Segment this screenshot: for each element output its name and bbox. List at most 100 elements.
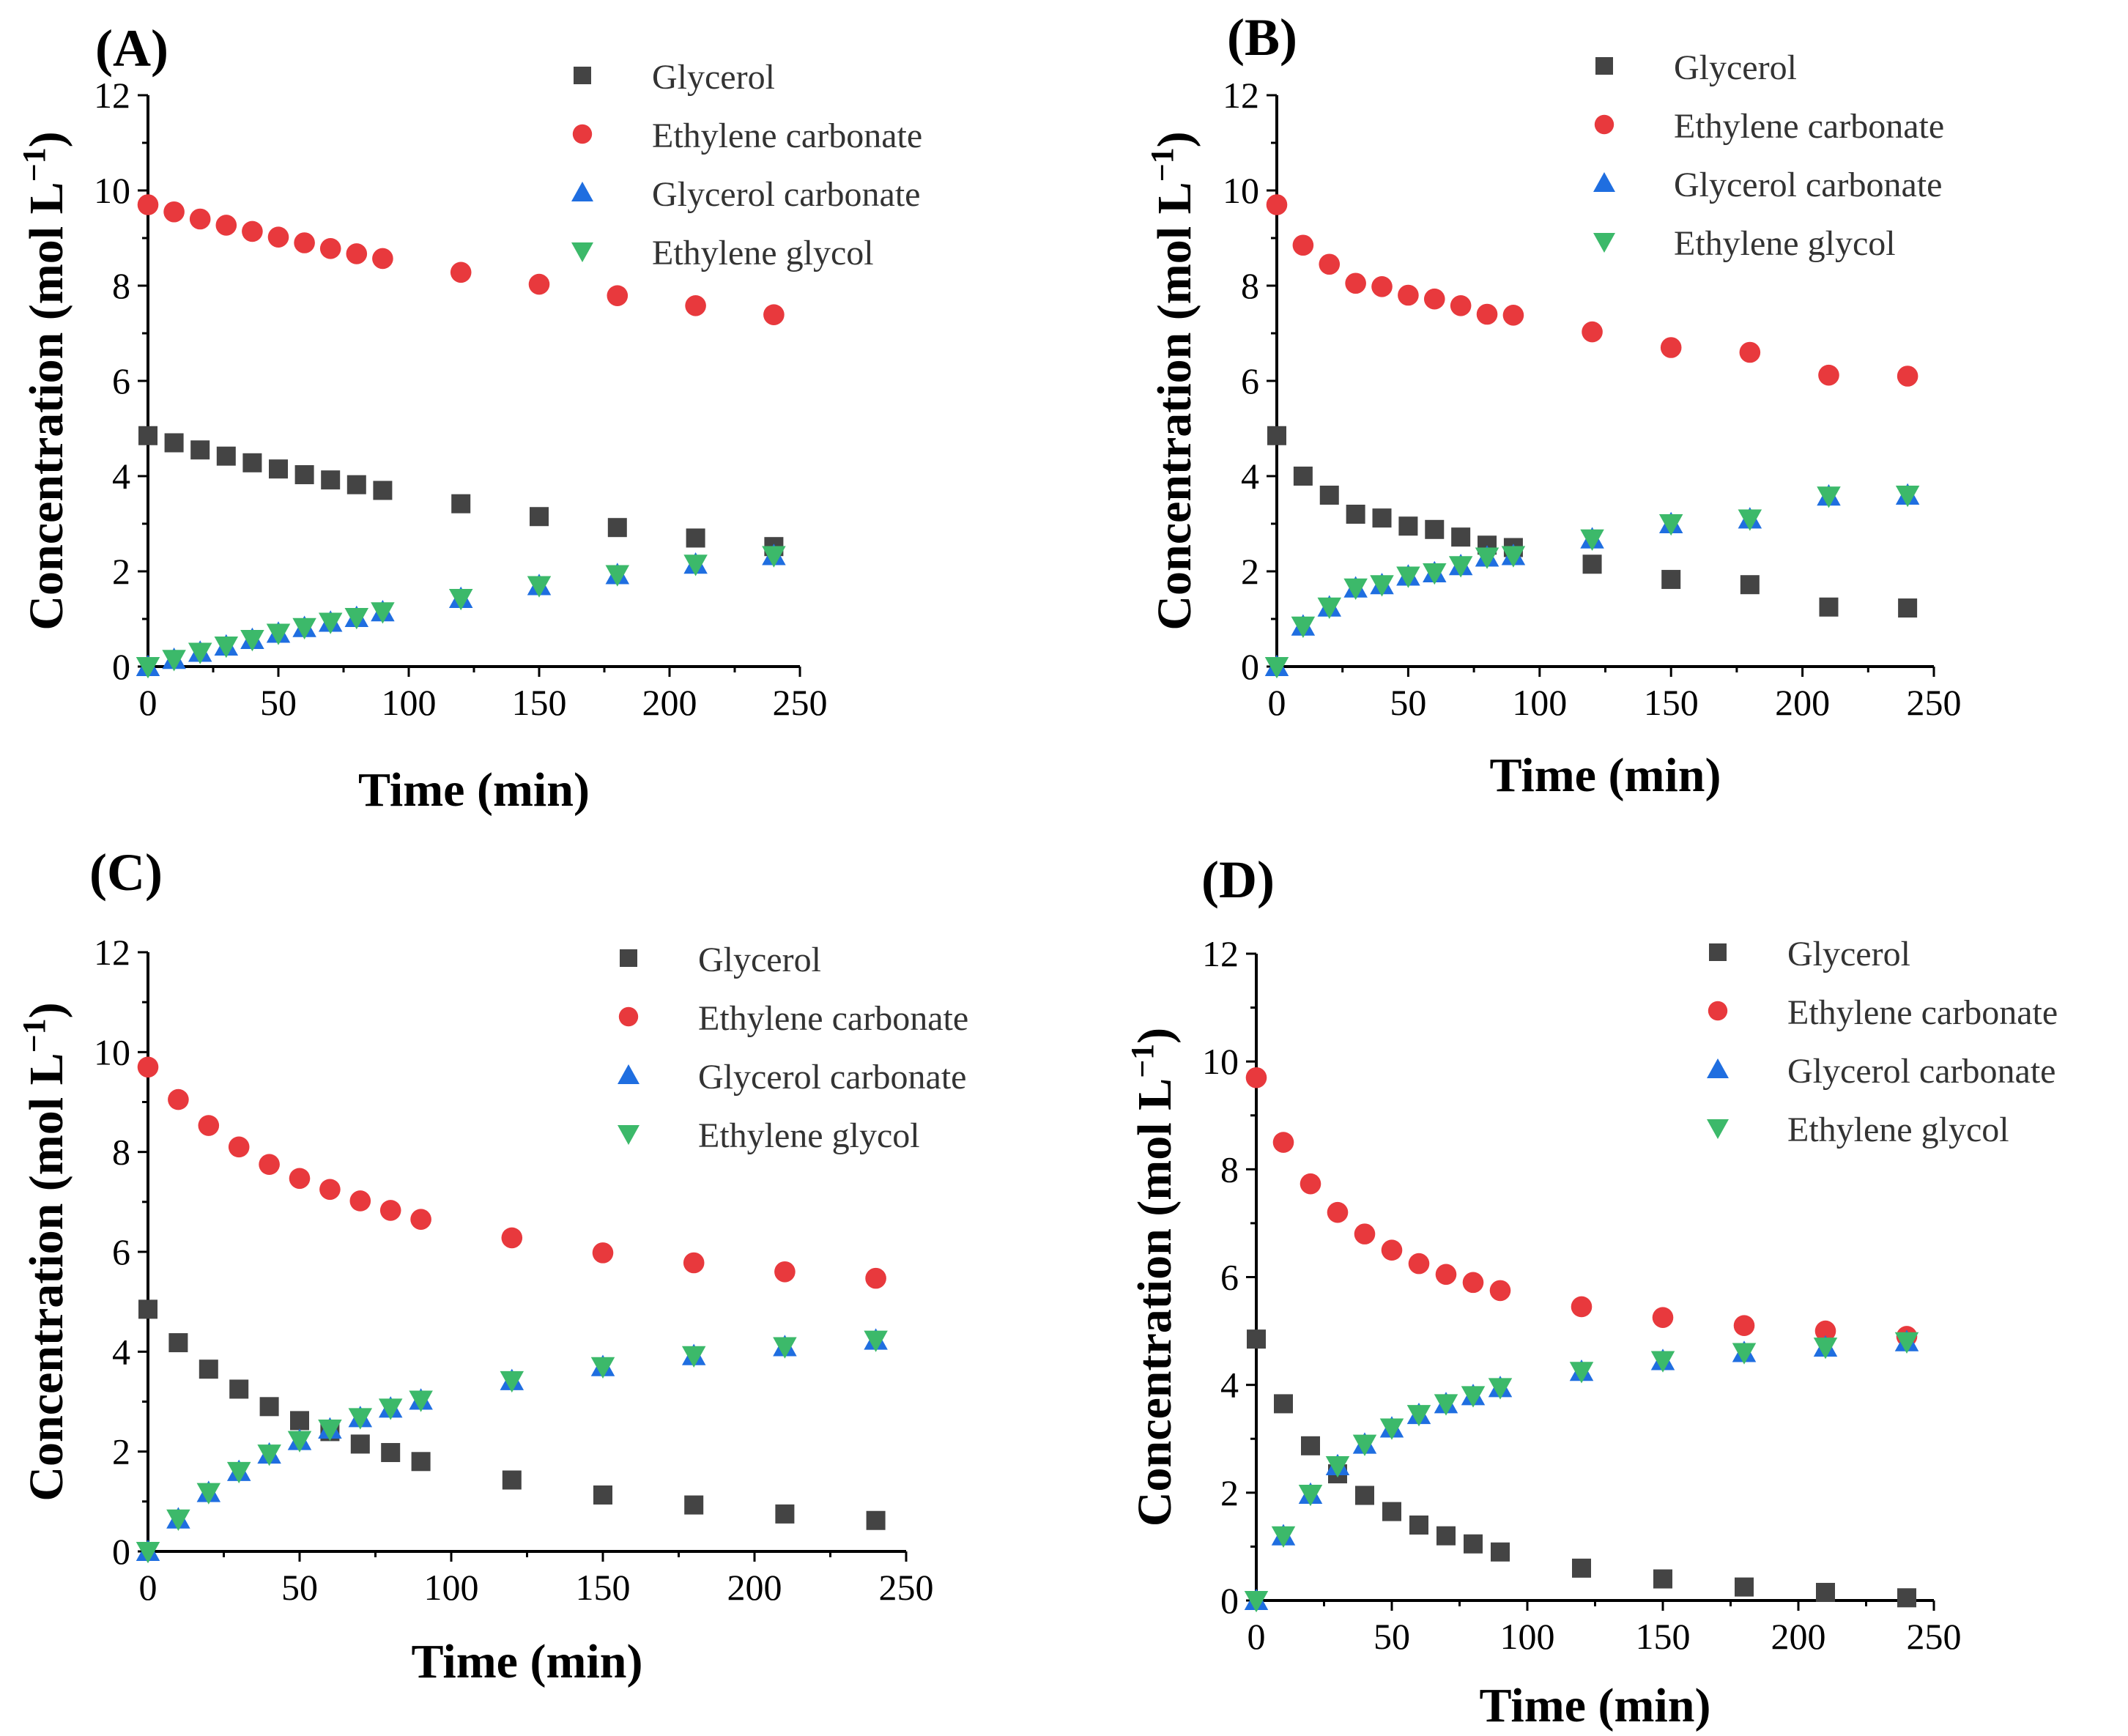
y-tick-label: 4 [112,456,130,497]
y-tick-label: 12 [1202,933,1239,974]
data-point-glycerol [1274,1394,1293,1414]
data-point-ethylene-glycol [162,650,186,672]
y-tick-label: 8 [112,1132,130,1173]
data-point-glycerol [1293,467,1313,486]
data-point-ethylene-glycol [1325,1456,1350,1478]
y-axis-title-main: Concentration (mol L [20,182,73,630]
x-axis-title: Time (min) [358,763,590,817]
series-glycerol [1247,1329,1916,1608]
legend-marker-glycerol-carbonate [1593,172,1615,192]
data-point-ethylene-carbonate [450,261,472,283]
data-point-ethylene-glycol [348,1408,373,1430]
y-axis-title-superscript: −1 [16,147,52,182]
y-tick-label: 2 [112,1431,130,1472]
x-tick-label: 200 [727,1567,782,1608]
data-point-glycerol [1372,508,1392,528]
data-point-ethylene-carbonate [242,220,263,242]
data-point-ethylene-glycol [409,1390,433,1412]
data-point-glycerol [346,475,366,494]
x-tick-label: 100 [424,1567,479,1608]
series-glycerol [1267,426,1918,618]
data-point-ethylene-carbonate [1300,1173,1321,1195]
data-point-ethylene-carbonate [1354,1223,1376,1244]
y-axis-title-superscript: −1 [1124,1044,1160,1078]
data-point-ethylene-glycol [762,546,786,568]
data-point-ethylene-glycol [136,1542,160,1564]
data-point-ethylene-glycol [226,1461,251,1484]
y-tick-label: 10 [1202,1041,1239,1082]
data-point-glycerol [138,1299,157,1319]
data-point-ethylene-glycol [683,554,708,576]
data-point-glycerol [530,507,549,527]
legend-label-ethylene-glycol: Ethylene glycol [698,1116,920,1155]
data-point-ethylene-glycol [1650,1351,1675,1373]
data-point-ethylene-carbonate [259,1154,280,1176]
y-tick-label: 4 [1220,1365,1239,1406]
legend-marker-glycerol-carbonate [571,182,593,201]
legend-marker-glycerol-carbonate [1707,1058,1729,1078]
data-point-glycerol [381,1443,401,1463]
data-point-glycerol [1897,1588,1916,1608]
data-point-ethylene-carbonate [774,1261,796,1283]
data-point-ethylene-glycol [378,1398,403,1420]
data-point-ethylene-carbonate [189,208,211,230]
data-point-glycerol [684,1495,704,1515]
data-point-ethylene-carbonate [1733,1315,1755,1337]
data-point-ethylene-glycol [1894,1332,1919,1354]
y-tick-label: 6 [112,360,130,401]
data-point-ethylene-glycol [590,1357,615,1379]
y-axis-title: Concentration (mol L−1) [1144,131,1202,630]
x-tick-label: 100 [1500,1616,1555,1657]
data-point-ethylene-carbonate [528,273,550,295]
data-point-glycerol [138,426,157,445]
x-tick-label: 50 [1390,682,1426,723]
data-point-ethylene-glycol [448,589,473,611]
data-point-glycerol [1409,1515,1428,1535]
legend-label-ethylene-carbonate: Ethylene carbonate [652,116,922,155]
data-point-glycerol [294,465,314,485]
y-axis-title-main: Concentration (mol L [20,1053,73,1501]
y-tick-label: 8 [1220,1149,1239,1190]
data-point-ethylene-carbonate [1266,194,1288,215]
y-tick-label: 0 [1241,646,1259,687]
data-point-ethylene-glycol [1352,1434,1377,1456]
data-point-ethylene-carbonate [198,1115,220,1136]
panel-c: (C) 0 2 4 6 8 10 12 0 50 100 150 200 250 Time (min) Con… [16,843,969,1688]
panel-b: (B) 0 2 4 6 8 10 12 0 50 100 150 200 250 Time (min) Con… [1144,8,1962,802]
y-axis-title-end: ) [20,1002,73,1018]
x-tick-label: 0 [139,682,157,723]
y-tick-label: 0 [112,1531,130,1572]
legend-marker-ethylene-carbonate [1594,114,1614,135]
legend-label-glycerol: Glycerol [1787,935,1910,973]
y-tick-label: 4 [112,1331,130,1372]
data-point-ethylene-carbonate [501,1227,523,1249]
data-point-glycerol [321,470,341,490]
y-axis-title: Concentration (mol L−1) [16,131,74,630]
data-point-ethylene-carbonate [763,304,785,325]
data-point-ethylene-carbonate [215,215,237,236]
data-point-ethylene-glycol [681,1346,706,1368]
data-point-ethylene-carbonate [685,295,706,316]
data-point-ethylene-glycol [166,1509,190,1531]
data-point-ethylene-glycol [1370,575,1394,597]
data-point-ethylene-carbonate [346,243,368,264]
data-point-glycerol [350,1434,370,1454]
legend-label-ethylene-glycol: Ethylene glycol [652,234,874,272]
y-tick-label: 6 [1241,360,1259,401]
data-point-ethylene-carbonate [1408,1253,1430,1275]
y-axis-title-end: ) [20,131,73,147]
series-ethylene-carbonate [1245,1067,1918,1347]
data-point-ethylene-glycol [1817,486,1841,508]
data-point-glycerol [1355,1485,1374,1505]
x-tick-label: 150 [576,1567,631,1608]
data-point-ethylene-glycol [371,602,395,624]
data-point-glycerol [290,1411,309,1431]
data-point-ethylene-carbonate [865,1267,886,1289]
data-point-ethylene-glycol [196,1483,221,1505]
data-point-ethylene-carbonate [1398,284,1419,306]
data-point-glycerol [168,1333,188,1353]
legend-label-ethylene-carbonate: Ethylene carbonate [698,999,968,1038]
series-glycerol [138,426,784,557]
data-point-ethylene-glycol [1406,1405,1431,1427]
